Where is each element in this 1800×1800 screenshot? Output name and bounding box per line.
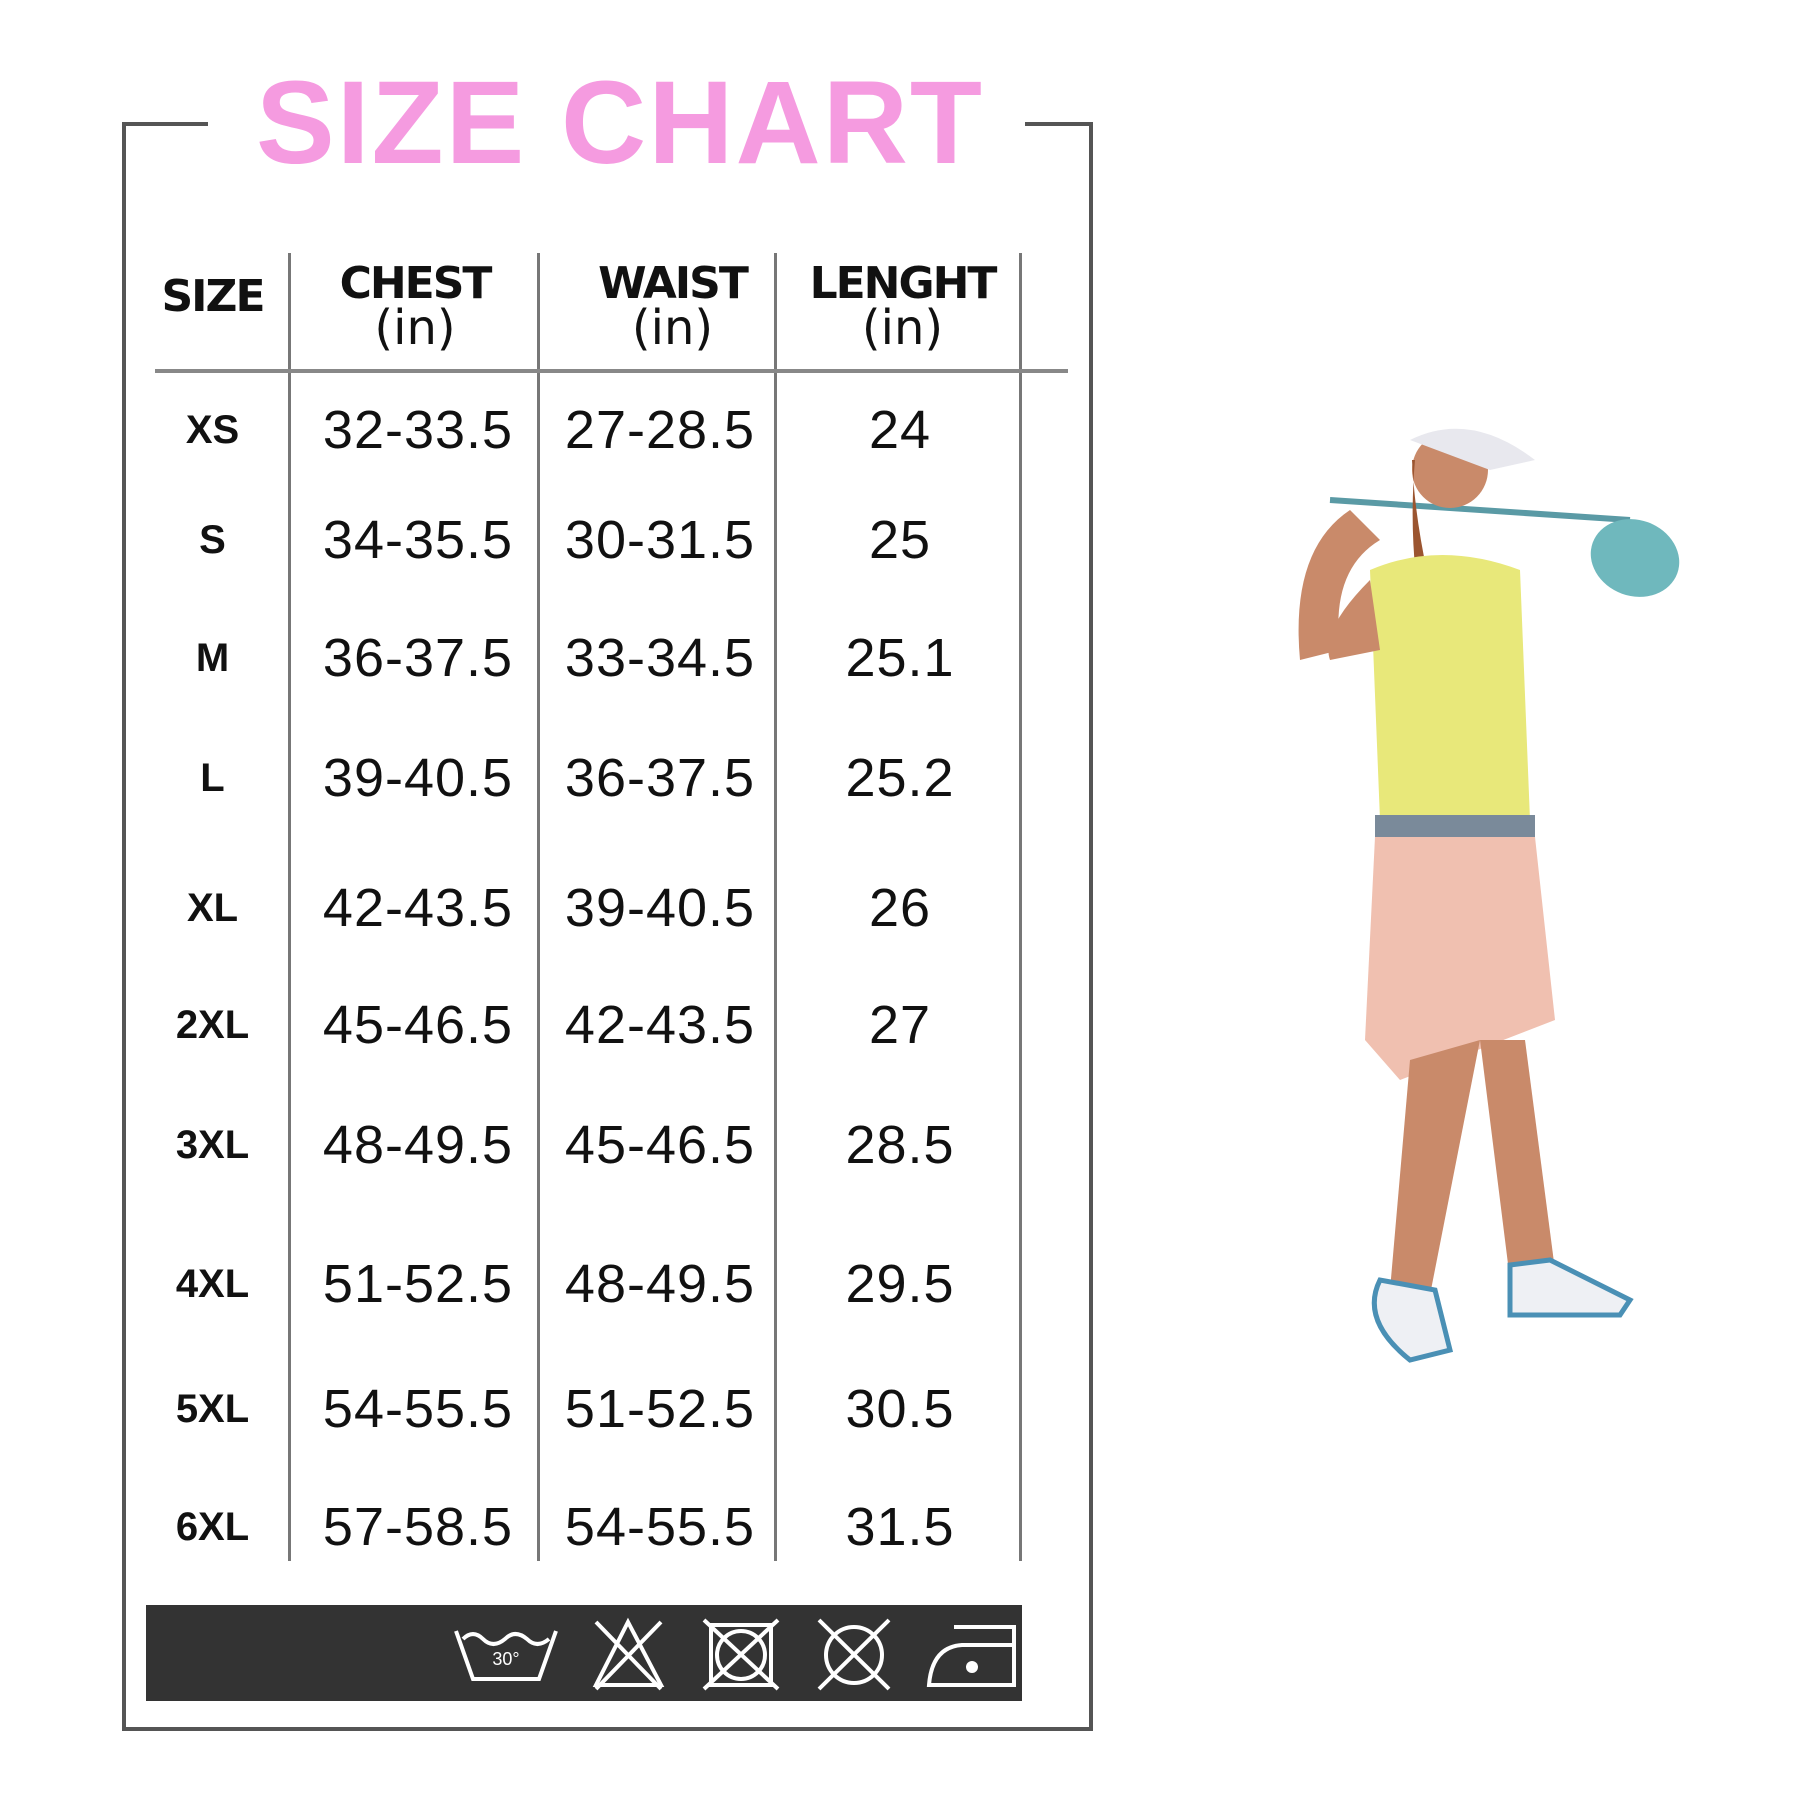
header-divider — [155, 369, 1068, 373]
table-row: M 36-37.5 33-34.5 25.1 — [150, 618, 1020, 698]
chest-cell: 45-46.5 — [322, 995, 514, 1055]
waist-cell: 42-43.5 — [564, 995, 756, 1055]
length-cell: 25.2 — [845, 748, 955, 808]
no-bleach-icon — [592, 1617, 665, 1691]
table-row: S 34-35.5 30-31.5 25 — [150, 500, 1020, 580]
size-cell: 4XL — [175, 1262, 250, 1306]
chest-cell: 51-52.5 — [322, 1254, 514, 1314]
frame-top-right — [1025, 122, 1093, 126]
header-size: SIZE — [161, 271, 265, 322]
size-cell: M — [195, 636, 230, 680]
size-cell: XS — [185, 408, 240, 452]
size-cell: XL — [186, 886, 239, 930]
chest-cell: 39-40.5 — [322, 748, 514, 808]
chart-frame — [122, 124, 1093, 1731]
golfer-photo — [1298, 428, 1680, 1363]
length-cell: 24 — [868, 400, 932, 460]
waist-cell: 51-52.5 — [564, 1379, 756, 1439]
length-cell: 30.5 — [845, 1379, 955, 1439]
waist-cell: 54-55.5 — [564, 1497, 756, 1557]
length-cell: 25 — [868, 510, 932, 570]
chest-cell: 54-55.5 — [322, 1379, 514, 1439]
chest-cell: 36-37.5 — [322, 628, 514, 688]
length-cell: 31.5 — [845, 1497, 955, 1557]
column-divider — [774, 253, 777, 1561]
table-row: L 39-40.5 36-37.5 25.2 — [150, 738, 1020, 818]
size-cell: L — [200, 756, 225, 800]
chest-cell: 57-58.5 — [322, 1497, 514, 1557]
header-length: LENGHT (in) — [809, 258, 998, 356]
length-cell: 27 — [868, 995, 932, 1055]
svg-text:30°: 30° — [492, 1649, 519, 1669]
size-cell: 5XL — [175, 1387, 250, 1431]
page-title: SIZE CHART — [256, 57, 984, 189]
size-cell: 3XL — [175, 1123, 250, 1167]
waist-cell: 30-31.5 — [564, 510, 756, 570]
length-cell: 25.1 — [845, 628, 955, 688]
frame-top-left — [122, 122, 208, 126]
column-divider — [288, 253, 291, 1561]
length-cell: 26 — [868, 878, 932, 938]
waist-cell: 45-46.5 — [564, 1115, 756, 1175]
table-row: XS 32-33.5 27-28.5 24 — [150, 390, 1020, 470]
size-cell: 2XL — [175, 1003, 250, 1047]
iron-low-icon — [926, 1625, 1016, 1687]
chest-cell: 32-33.5 — [322, 400, 514, 460]
wash-30-icon: 30° — [454, 1630, 558, 1681]
length-cell: 28.5 — [845, 1115, 955, 1175]
size-cell: 6XL — [175, 1505, 250, 1549]
no-dry-clean-icon — [817, 1618, 891, 1691]
care-instructions-band: 30° — [146, 1605, 1022, 1701]
header-chest: CHEST (in) — [339, 258, 493, 356]
waist-cell: 48-49.5 — [564, 1254, 756, 1314]
header-waist: WAIST (in) — [598, 258, 749, 356]
table-row: 4XL 51-52.5 48-49.5 29.5 — [150, 1244, 1020, 1324]
table-row: XL 42-43.5 39-40.5 26 — [150, 868, 1020, 948]
table-row: 3XL 48-49.5 45-46.5 28.5 — [150, 1105, 1020, 1185]
size-cell: S — [199, 518, 226, 562]
column-divider — [1019, 253, 1022, 1561]
table-row: 2XL 45-46.5 42-43.5 27 — [150, 985, 1020, 1065]
table-row: 6XL 57-58.5 54-55.5 31.5 — [150, 1487, 1020, 1567]
waist-cell: 36-37.5 — [564, 748, 756, 808]
waist-cell: 33-34.5 — [564, 628, 756, 688]
table-row: 5XL 54-55.5 51-52.5 30.5 — [150, 1369, 1020, 1449]
no-tumble-dry-icon — [702, 1618, 780, 1691]
length-cell: 29.5 — [845, 1254, 955, 1314]
chest-cell: 42-43.5 — [322, 878, 514, 938]
chest-cell: 48-49.5 — [322, 1115, 514, 1175]
waist-cell: 27-28.5 — [564, 400, 756, 460]
waist-cell: 39-40.5 — [564, 878, 756, 938]
column-divider — [537, 253, 540, 1561]
chest-cell: 34-35.5 — [322, 510, 514, 570]
